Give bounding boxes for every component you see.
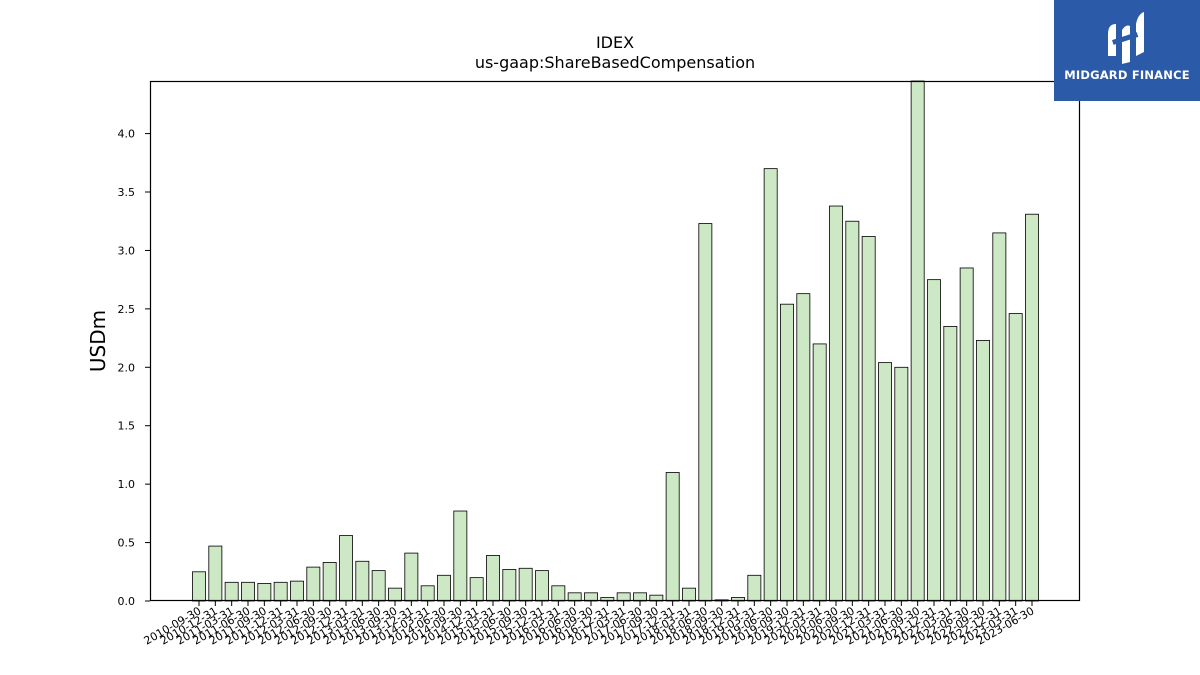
bar-2018-03-31 xyxy=(682,587,696,602)
bar-2014-06-30 xyxy=(437,574,451,602)
bar-2016-03-31 xyxy=(551,585,566,602)
bar-2021-03-31 xyxy=(878,362,892,602)
bar-2015-12-31 xyxy=(535,570,549,602)
bar-2014-03-31 xyxy=(420,585,435,602)
bar-2011-12-31 xyxy=(273,581,288,602)
bar-2022-09-30 xyxy=(976,340,990,602)
y-tick-label: 1.5 xyxy=(118,420,136,433)
bar-2017-03-31 xyxy=(616,592,631,602)
plot-area-frame xyxy=(149,80,1081,602)
bar-2013-03-31 xyxy=(355,560,370,602)
y-tick-label: 0.5 xyxy=(118,537,136,550)
bar-2011-06-30 xyxy=(241,581,255,602)
bar-2013-06-30 xyxy=(371,570,386,602)
bar-2022-12-31 xyxy=(992,232,1007,602)
bar-2020-06-30 xyxy=(829,205,843,602)
bar-2014-09-30 xyxy=(453,510,468,602)
y-tick-label: 3.5 xyxy=(118,186,136,199)
bar-2013-09-30 xyxy=(388,587,402,602)
bar-2019-03-31 xyxy=(747,574,762,602)
brand-logo: MIDGARD FINANCE xyxy=(1054,0,1200,101)
bar-2021-09-30 xyxy=(910,80,925,602)
bar-2012-12-31 xyxy=(339,535,353,602)
bar-2018-06-30 xyxy=(698,223,713,602)
y-tick-label: 0.0 xyxy=(118,595,136,608)
bar-2014-12-31 xyxy=(469,577,484,602)
bar-2017-12-31 xyxy=(665,472,680,602)
bar-2015-03-31 xyxy=(486,555,500,602)
brand-logo-text: MIDGARD FINANCE xyxy=(1064,68,1190,82)
bar-2016-09-30 xyxy=(584,592,598,602)
x-axis-ticks: 2010-09-302010-12-312011-03-312011-06-30… xyxy=(142,601,1037,648)
bar-2019-12-31 xyxy=(796,293,811,602)
y-tick-label: 2.5 xyxy=(118,303,136,316)
bar-2015-06-30 xyxy=(502,569,517,602)
y-axis-ticks: 0.0 0.5 1.0 1.5 2.0 2.5 3.0 3.5 4.0 xyxy=(118,128,150,608)
bar-2016-06-30 xyxy=(567,592,582,602)
bar-2019-06-30 xyxy=(763,168,778,602)
bar-2022-03-31 xyxy=(943,325,958,602)
bars-group xyxy=(192,80,1039,602)
bar-2023-06-30 xyxy=(1025,213,1039,602)
bar-2022-06-30 xyxy=(959,267,974,602)
y-tick-label: 1.0 xyxy=(118,478,136,491)
brand-logo-icon xyxy=(1108,12,1144,64)
chart-title: IDEX xyxy=(596,33,634,52)
bar-2015-09-30 xyxy=(518,567,533,602)
y-tick-label: 4.0 xyxy=(118,128,136,141)
bar-2017-06-30 xyxy=(633,592,647,602)
chart-subtitle: us-gaap:ShareBasedCompensation xyxy=(475,53,755,72)
bar-2021-12-31 xyxy=(927,279,941,602)
bar-2021-06-30 xyxy=(894,366,909,602)
bar-2011-09-30 xyxy=(257,583,272,602)
y-tick-label: 2.0 xyxy=(118,361,136,374)
bar-2020-03-31 xyxy=(812,343,827,602)
bar-2012-09-30 xyxy=(322,562,337,602)
bar-2012-06-30 xyxy=(306,566,321,602)
bar-2010-12-31 xyxy=(208,545,223,602)
y-tick-label: 3.0 xyxy=(118,244,136,257)
bar-2011-03-31 xyxy=(224,581,239,602)
bar-2019-09-30 xyxy=(780,303,794,602)
bar-2020-12-31 xyxy=(861,236,876,602)
y-axis-label: USDm xyxy=(86,310,110,372)
bar-2010-09-30 xyxy=(192,571,206,602)
bar-2013-12-31 xyxy=(404,552,419,602)
bar-2020-09-30 xyxy=(845,220,860,602)
bar-2023-03-31 xyxy=(1008,313,1023,602)
bar-2012-03-31 xyxy=(290,580,304,602)
